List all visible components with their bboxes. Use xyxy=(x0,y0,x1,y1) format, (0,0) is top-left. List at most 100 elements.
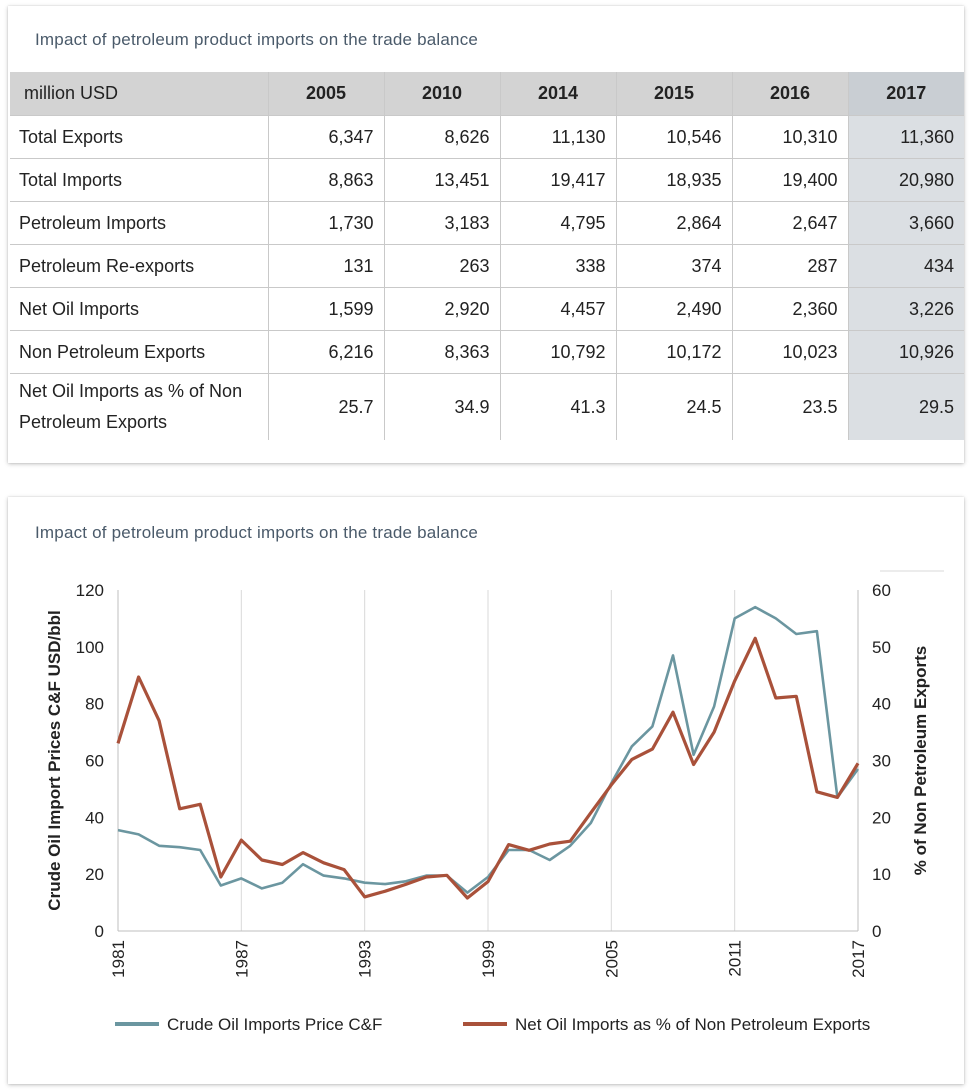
row-label-line: Petroleum Exports xyxy=(19,412,168,432)
table-cell: 10,546 xyxy=(615,115,732,159)
table-cell: 1,730 xyxy=(267,201,384,245)
chart-legend: Crude Oil Imports Price C&F Net Oil Impo… xyxy=(8,1015,964,1039)
trade-balance-table: million USD 2005 2010 2014 2015 2016 201… xyxy=(10,72,964,440)
year-header-highlighted: 2017 xyxy=(847,72,964,116)
table-cell: 8,626 xyxy=(383,115,500,159)
table-cell: 4,457 xyxy=(499,287,616,331)
table-cell: 8,363 xyxy=(383,330,500,374)
row-label: Petroleum Re-exports xyxy=(10,244,268,288)
unit-header: million USD xyxy=(10,72,268,116)
table-cell: 374 xyxy=(615,244,732,288)
table-cell: 19,417 xyxy=(499,158,616,202)
table-cell-highlighted: 20,980 xyxy=(847,158,964,202)
x-tick-label: 1993 xyxy=(356,940,375,978)
legend-item: Net Oil Imports as % of Non Petroleum Ex… xyxy=(463,1015,870,1035)
table-cell-highlighted: 434 xyxy=(847,244,964,288)
y2-tick-label: 0 xyxy=(872,922,881,941)
series-line-crude-oil-price xyxy=(117,605,860,894)
table-cell: 10,310 xyxy=(731,115,848,159)
y2-tick-label: 50 xyxy=(872,638,891,657)
table-cell-highlighted: 10,926 xyxy=(847,330,964,374)
table-cell: 11,130 xyxy=(499,115,616,159)
row-label: Net Oil Imports as % of Non Petroleum Exp… xyxy=(10,373,268,440)
table-cell: 10,023 xyxy=(731,330,848,374)
table-cell-highlighted: 3,226 xyxy=(847,287,964,331)
y-tick-label: 0 xyxy=(95,922,104,941)
table-cell: 2,360 xyxy=(731,287,848,331)
series-line-net-oil-imports-pct xyxy=(116,636,860,900)
year-header: 2014 xyxy=(499,72,616,116)
y-tick-label: 20 xyxy=(85,865,104,884)
legend-item: Crude Oil Imports Price C&F xyxy=(115,1015,382,1035)
row-label: Total Exports xyxy=(10,115,268,159)
y2-tick-label: 40 xyxy=(872,695,891,714)
y2-tick-label: 60 xyxy=(872,581,891,600)
x-tick-label: 1999 xyxy=(479,940,498,978)
table-header-row: million USD 2005 2010 2014 2015 2016 201… xyxy=(10,72,964,116)
table-cell: 6,216 xyxy=(267,330,384,374)
table-cell: 131 xyxy=(267,244,384,288)
x-tick-label: 2011 xyxy=(726,940,745,977)
x-tick-label: 1987 xyxy=(232,940,251,978)
table-cell: 2,920 xyxy=(383,287,500,331)
x-tick-label: 2005 xyxy=(602,940,621,978)
legend-swatch xyxy=(115,1021,159,1026)
legend-label: Net Oil Imports as % of Non Petroleum Ex… xyxy=(515,1015,871,1034)
legend-swatch xyxy=(463,1021,507,1026)
table-cell: 1,599 xyxy=(267,287,384,331)
y2-tick-label: 30 xyxy=(872,752,891,771)
table-cell: 34.9 xyxy=(383,373,500,440)
table-row: Non Petroleum Exports 6,216 8,363 10,792… xyxy=(10,330,964,374)
table-row: Net Oil Imports 1,599 2,920 4,457 2,490 … xyxy=(10,287,964,331)
table-cell: 4,795 xyxy=(499,201,616,245)
y2-tick-label: 10 xyxy=(872,865,891,884)
table-cell: 3,183 xyxy=(383,201,500,245)
row-label: Non Petroleum Exports xyxy=(10,330,268,374)
table-cell: 338 xyxy=(499,244,616,288)
table-cell: 6,347 xyxy=(267,115,384,159)
year-header: 2016 xyxy=(731,72,848,116)
table-row: Petroleum Re-exports 131 263 338 374 287… xyxy=(10,244,964,288)
row-label: Petroleum Imports xyxy=(10,201,268,245)
y2-axis-title: % of Non Petroleum Exports xyxy=(911,646,930,876)
row-label: Total Imports xyxy=(10,158,268,202)
table-cell: 2,490 xyxy=(615,287,732,331)
y-tick-label: 120 xyxy=(76,581,104,600)
y-tick-label: 100 xyxy=(76,638,104,657)
table-cell: 10,172 xyxy=(615,330,732,374)
table-row: Net Oil Imports as % of Non Petroleum Exp… xyxy=(10,373,964,440)
table-cell: 19,400 xyxy=(731,158,848,202)
x-tick-label: 1981 xyxy=(109,940,128,978)
table-row: Total Imports 8,863 13,451 19,417 18,935… xyxy=(10,158,964,202)
table-cell: 2,864 xyxy=(615,201,732,245)
table-cell: 287 xyxy=(731,244,848,288)
y-tick-label: 40 xyxy=(85,808,104,827)
table-row: Petroleum Imports 1,730 3,183 4,795 2,86… xyxy=(10,201,964,245)
year-header: 2005 xyxy=(267,72,384,116)
y-tick-label: 80 xyxy=(85,695,104,714)
y-tick-label: 60 xyxy=(85,752,104,771)
table-cell: 2,647 xyxy=(731,201,848,245)
table-cell: 18,935 xyxy=(615,158,732,202)
table-cell: 25.7 xyxy=(267,373,384,440)
table-cell: 41.3 xyxy=(499,373,616,440)
table-row: Total Exports 6,347 8,626 11,130 10,546 … xyxy=(10,115,964,159)
table-cell: 24.5 xyxy=(615,373,732,440)
chart-panel: Impact of petroleum product imports on t… xyxy=(8,497,964,1084)
table-cell: 23.5 xyxy=(731,373,848,440)
y2-tick-label: 20 xyxy=(872,808,891,827)
table-cell: 8,863 xyxy=(267,158,384,202)
year-header: 2010 xyxy=(383,72,500,116)
y-axis-title: Crude Oil Import Prices C&F USD/bbl xyxy=(45,610,64,910)
table-cell: 263 xyxy=(383,244,500,288)
table-cell-highlighted: 3,660 xyxy=(847,201,964,245)
legend-label: Crude Oil Imports Price C&F xyxy=(167,1015,383,1034)
x-tick-label: 2017 xyxy=(849,940,868,978)
table-panel: Impact of petroleum product imports on t… xyxy=(8,6,964,463)
table-panel-title: Impact of petroleum product imports on t… xyxy=(35,30,479,49)
table-cell-highlighted: 11,360 xyxy=(847,115,964,159)
row-label-line: Net Oil Imports as % of Non xyxy=(19,381,243,401)
table-cell-highlighted: 29.5 xyxy=(847,373,964,440)
table-cell: 13,451 xyxy=(383,158,500,202)
table-cell: 10,792 xyxy=(499,330,616,374)
